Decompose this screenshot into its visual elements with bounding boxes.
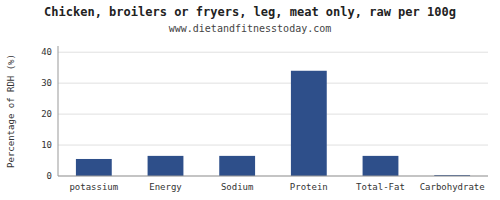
grid-line (58, 83, 488, 84)
y-tick-label: 20 (41, 109, 52, 119)
bar (148, 156, 184, 176)
bar (363, 156, 399, 176)
grid-line (58, 145, 488, 146)
grid (58, 52, 488, 176)
y-tick-label: 30 (41, 78, 52, 88)
grid-line (58, 114, 488, 115)
x-axis: potassium Energy Sodium Protein Total-Fat Car… (69, 182, 484, 192)
bars (76, 71, 470, 176)
x-tick-label: Sodium (221, 182, 254, 192)
title: Chicken, broilers or fryers, leg, meat o… (44, 5, 456, 19)
bar (219, 156, 255, 176)
bar (76, 159, 112, 176)
chart-svg: Chicken, broilers or fryers, leg, meat o… (0, 0, 500, 200)
y-tick-label: 10 (41, 140, 52, 150)
y-tick-label: 40 (41, 47, 52, 57)
grid-line (58, 176, 488, 177)
y-axis: 0 10 20 30 40 (41, 47, 52, 181)
y-axis-line (58, 46, 59, 176)
x-tick-label: Energy (149, 182, 182, 192)
y-axis-label: Percentage of RDH (%) (6, 54, 16, 168)
x-axis-line (58, 176, 488, 177)
x-tick-label: potassium (69, 182, 118, 192)
page: {"chart_data": {"type": "bar", "title": … (0, 0, 500, 200)
grid-line (58, 52, 488, 53)
chart-container: Chicken, broilers or fryers, leg, meat o… (0, 0, 500, 200)
x-tick-label: Protein (290, 182, 328, 192)
x-tick-label: Total-Fat (356, 182, 405, 192)
x-tick-label: Carbohydrate (420, 182, 485, 192)
bar (291, 71, 327, 176)
subtitle: www.dietandfitnesstoday.com (169, 23, 332, 34)
y-tick-label: 0 (47, 171, 52, 181)
